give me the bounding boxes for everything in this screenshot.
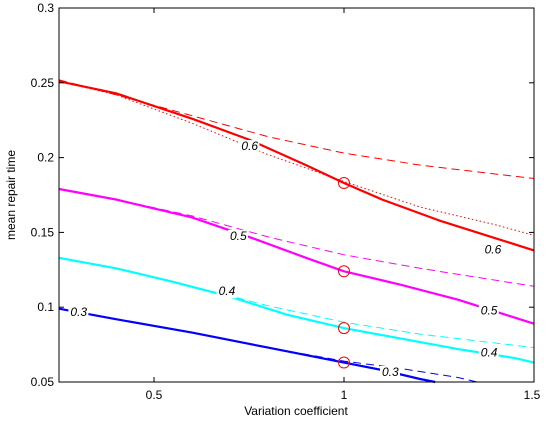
- curve-label-bg: [239, 140, 260, 154]
- curve-label-bg: [216, 285, 237, 299]
- curve-label-bg: [478, 304, 499, 318]
- solid-curve-06: [58, 80, 535, 252]
- circle-marker-05: [338, 265, 350, 278]
- markers-layer: [338, 177, 350, 369]
- curve-label-03: 0.3: [382, 365, 399, 379]
- curve-label-05: 0.5: [481, 304, 498, 318]
- curve-label-bg: [380, 366, 400, 380]
- curve-label-04: 0.4: [481, 346, 498, 360]
- x-axis-label: Variation coefficient: [244, 404, 348, 418]
- y-tick-label: 0.3: [37, 1, 54, 15]
- y-tick-label: 0.25: [31, 76, 55, 90]
- y-axis: 0.05 0.1 0.15 0.2 0.25 0.3: [31, 1, 534, 389]
- x-tick-label: 1.5: [524, 388, 541, 402]
- dotted-curve-06: [58, 80, 535, 236]
- curve-label-05: 0.5: [230, 229, 247, 243]
- x-tick-label: 0.5: [146, 388, 163, 402]
- y-tick-label: 0.15: [31, 225, 55, 239]
- plot-background: [59, 8, 534, 382]
- curve-label-06: 0.6: [485, 242, 502, 256]
- y-tick-label: 0.2: [37, 151, 54, 165]
- curve-label-03: 0.3: [70, 305, 87, 319]
- y-tick-label: 0.05: [31, 375, 55, 389]
- y-axis-label: mean repair time: [4, 150, 18, 240]
- curve-label-bg: [68, 306, 89, 320]
- plot-frame: [58, 7, 535, 383]
- curve-label-06: 0.6: [241, 139, 258, 153]
- x-axis: 0.5 1 1.5: [146, 8, 541, 402]
- solid-curve-03: [58, 307, 436, 384]
- curve-label-bg: [478, 346, 499, 360]
- curve-label-bg: [228, 229, 248, 243]
- curve-label-04: 0.4: [219, 284, 236, 298]
- circle-marker-06: [338, 177, 350, 190]
- y-tick-label: 0.1: [37, 300, 54, 314]
- x-tick-label: 1: [341, 388, 348, 402]
- curve-label-bg: [482, 243, 503, 257]
- curve-labels-layer: 0.6 0.6 0.5 0.5 0.4 0.4 0.3 0.3: [68, 139, 503, 380]
- circle-marker-03: [338, 356, 350, 369]
- circle-marker-04: [338, 322, 350, 335]
